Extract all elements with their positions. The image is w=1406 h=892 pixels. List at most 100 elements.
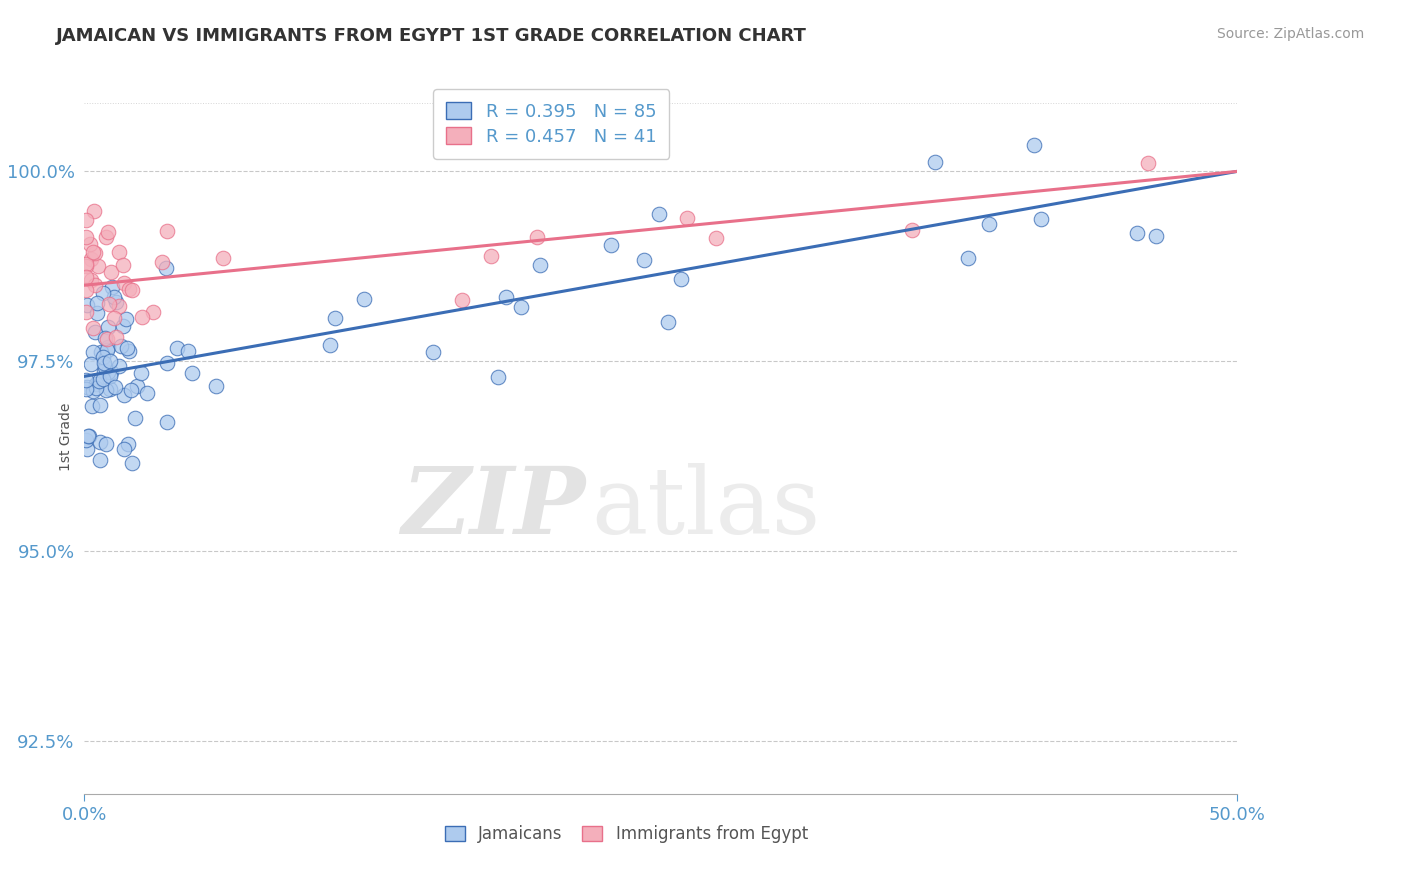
Point — [100, 364, 122, 378]
Point — [94, 360, 117, 375]
Point — [75, 305, 97, 319]
Point — [105, 330, 128, 344]
Point — [115, 341, 138, 355]
Point — [325, 310, 347, 325]
Point — [526, 230, 548, 244]
Point — [956, 251, 979, 265]
Point — [89, 452, 111, 467]
Point — [118, 344, 141, 359]
Point — [142, 305, 165, 319]
Point — [125, 379, 148, 393]
Point — [75, 283, 97, 297]
Point — [156, 357, 179, 371]
Point — [104, 380, 127, 394]
Point — [1137, 155, 1160, 169]
Point — [76, 298, 98, 312]
Point — [75, 259, 97, 273]
Point — [676, 211, 699, 226]
Point — [657, 315, 679, 329]
Point — [87, 259, 110, 273]
Point — [98, 382, 121, 396]
Point — [82, 344, 104, 359]
Point — [422, 344, 444, 359]
Point — [97, 365, 120, 379]
Point — [177, 344, 200, 359]
Point — [120, 383, 142, 397]
Point — [353, 293, 375, 307]
Point — [75, 213, 97, 227]
Point — [96, 332, 118, 346]
Point — [121, 283, 143, 297]
Point — [94, 230, 117, 244]
Point — [93, 364, 115, 378]
Point — [79, 237, 101, 252]
Point — [117, 437, 139, 451]
Point — [1144, 228, 1167, 243]
Point — [89, 435, 111, 450]
Point — [79, 252, 101, 266]
Point — [75, 382, 97, 396]
Point — [82, 384, 104, 398]
Point — [495, 290, 517, 304]
Point — [101, 279, 124, 293]
Point — [211, 251, 233, 265]
Point — [97, 320, 120, 334]
Point — [114, 312, 136, 326]
Text: atlas: atlas — [592, 464, 821, 553]
Point — [924, 155, 946, 169]
Point — [79, 429, 101, 443]
Y-axis label: 1st Grade: 1st Grade — [59, 403, 73, 471]
Text: ZIP: ZIP — [402, 464, 586, 553]
Text: Source: ZipAtlas.com: Source: ZipAtlas.com — [1216, 27, 1364, 41]
Point — [110, 339, 132, 353]
Point — [90, 345, 112, 359]
Point — [89, 398, 111, 412]
Point — [479, 249, 502, 263]
Point — [150, 255, 173, 269]
Point — [529, 258, 551, 272]
Point — [704, 231, 727, 245]
Point — [108, 299, 131, 313]
Point — [318, 337, 340, 351]
Point — [124, 410, 146, 425]
Point — [205, 379, 228, 393]
Point — [1125, 226, 1147, 240]
Point — [91, 371, 114, 385]
Point — [105, 294, 128, 309]
Point — [112, 388, 135, 402]
Point — [112, 442, 135, 456]
Point — [156, 224, 179, 238]
Point — [901, 222, 924, 236]
Point — [486, 370, 509, 384]
Point — [155, 260, 177, 275]
Point — [1022, 138, 1045, 153]
Point — [131, 310, 153, 324]
Point — [111, 318, 134, 333]
Point — [98, 354, 121, 368]
Point — [76, 442, 98, 457]
Point — [82, 244, 104, 259]
Point — [86, 306, 108, 320]
Point — [75, 257, 97, 271]
Point — [181, 366, 204, 380]
Point — [76, 380, 98, 394]
Point — [96, 383, 118, 397]
Point — [118, 282, 141, 296]
Point — [103, 290, 125, 304]
Point — [84, 377, 107, 392]
Point — [510, 300, 533, 314]
Point — [129, 367, 152, 381]
Point — [600, 238, 623, 252]
Point — [93, 356, 115, 370]
Point — [108, 245, 131, 260]
Point — [114, 276, 136, 290]
Point — [86, 296, 108, 310]
Point — [93, 286, 115, 301]
Point — [76, 428, 98, 442]
Point — [75, 270, 97, 285]
Point — [97, 226, 120, 240]
Point — [100, 265, 122, 279]
Point — [94, 437, 117, 451]
Point — [83, 203, 105, 218]
Point — [80, 273, 103, 287]
